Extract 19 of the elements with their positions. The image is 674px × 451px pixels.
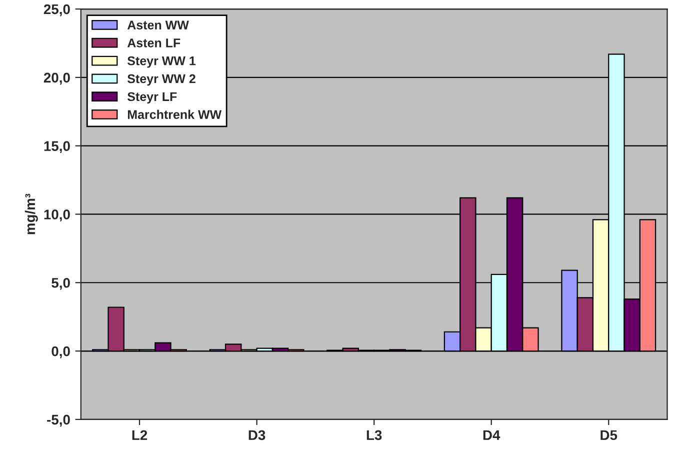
y-tick-label: 25,0 (44, 4, 70, 16)
x-tick-label: L2 (132, 430, 148, 440)
y-tick-label: 20,0 (44, 72, 70, 85)
y-axis-title: mg/m³ (24, 194, 38, 234)
y-tick-label: 0,0 (52, 346, 70, 358)
y-tick-label: 15,0 (44, 141, 70, 154)
x-tick-label: L3 (366, 430, 382, 440)
legend-label: Asten LF (127, 38, 180, 48)
legend-label: Steyr LF (127, 92, 177, 104)
y-tick-label: 10,0 (44, 210, 70, 222)
y-tick-label: -5,0 (47, 414, 70, 427)
x-tick-label: D4 (483, 430, 500, 440)
x-tick-label: D5 (600, 430, 618, 440)
legend-label: Asten WW (127, 20, 189, 30)
x-tick-label: D3 (248, 430, 266, 440)
legend-label: Marchtrenk WW (128, 110, 222, 119)
legend-label: Steyr WW 1 (127, 56, 196, 68)
y-tick-label: 5,0 (52, 278, 70, 290)
legend-label: Steyr WW 2 (127, 74, 196, 86)
